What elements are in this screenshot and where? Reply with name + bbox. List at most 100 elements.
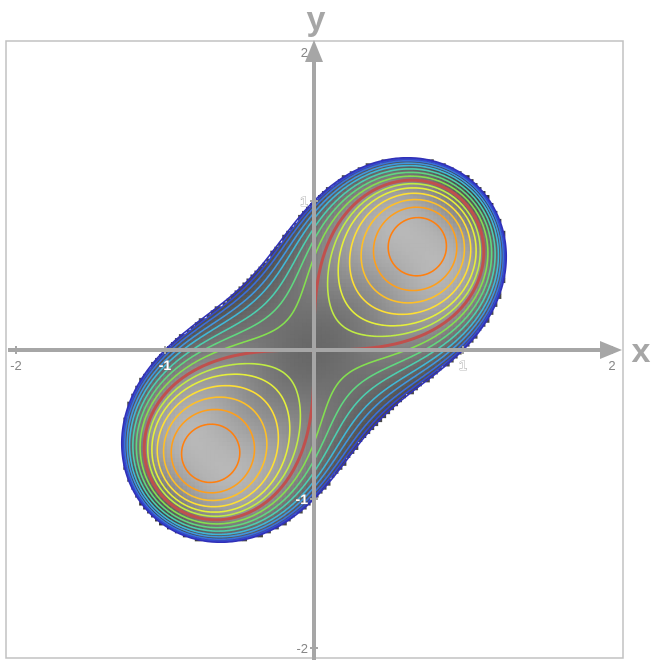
- surface-cell: [333, 266, 339, 272]
- surface-cell: [274, 266, 279, 272]
- surface-cell: [361, 230, 367, 236]
- surface-cell: [226, 401, 232, 407]
- surface-cell: [429, 290, 434, 295]
- surface-cell: [242, 282, 248, 288]
- surface-cell: [266, 453, 271, 458]
- surface-cell: [325, 405, 331, 411]
- surface-cell: [298, 389, 303, 395]
- surface-cell: [186, 453, 192, 458]
- surface-cell: [341, 441, 347, 446]
- surface-cell: [437, 250, 442, 256]
- surface-cell: [222, 429, 228, 435]
- surface-cell: [302, 457, 307, 462]
- surface-cell: [230, 365, 236, 371]
- surface-cell: [306, 489, 311, 494]
- surface-cell: [413, 322, 418, 327]
- surface-cell: [325, 381, 331, 387]
- surface-cell: [321, 246, 327, 252]
- surface-cell: [325, 385, 331, 391]
- surface-cell: [417, 262, 422, 268]
- surface-cell: [298, 222, 303, 228]
- surface-cell: [317, 350, 323, 355]
- surface-cell: [298, 290, 303, 295]
- surface-cell: [353, 357, 359, 363]
- surface-cell: [317, 242, 323, 248]
- surface-cell: [286, 429, 291, 435]
- surface-cell: [357, 369, 363, 375]
- surface-cell: [147, 485, 152, 490]
- surface-cell: [178, 425, 184, 431]
- surface-cell: [206, 409, 212, 415]
- surface-cell: [222, 353, 228, 359]
- surface-cell: [159, 429, 164, 435]
- surface-cell: [385, 167, 391, 172]
- surface-cell: [166, 437, 172, 442]
- surface-cell: [246, 322, 252, 327]
- surface-cell: [155, 373, 160, 379]
- surface-cell: [202, 469, 208, 474]
- surface-cell: [317, 342, 323, 347]
- surface-cell: [242, 425, 248, 431]
- surface-cell: [258, 381, 263, 387]
- surface-cell: [421, 342, 426, 347]
- surface-cell: [186, 461, 192, 466]
- surface-cell: [182, 389, 188, 395]
- surface-cell: [306, 286, 311, 291]
- surface-cell: [317, 302, 323, 307]
- surface-cell: [413, 195, 418, 200]
- surface-cell: [353, 294, 359, 299]
- surface-cell: [278, 489, 283, 494]
- surface-cell: [325, 433, 331, 439]
- surface-cell: [445, 250, 450, 256]
- surface-cell: [250, 397, 255, 403]
- surface-cell: [381, 401, 387, 407]
- surface-cell: [441, 262, 446, 268]
- surface-cell: [218, 445, 224, 450]
- surface-cell: [262, 353, 267, 359]
- surface-cell: [294, 497, 299, 502]
- surface-cell: [238, 441, 244, 446]
- surface-cell: [178, 465, 184, 470]
- surface-cell: [357, 298, 363, 303]
- surface-cell: [194, 500, 200, 506]
- surface-cell: [230, 294, 236, 299]
- surface-cell: [170, 425, 176, 431]
- surface-cell: [290, 353, 295, 359]
- surface-cell: [325, 417, 331, 423]
- surface-cell: [254, 425, 259, 431]
- surface-cell: [413, 381, 418, 387]
- surface-cell: [409, 195, 414, 200]
- surface-cell: [302, 401, 307, 407]
- surface-cell: [441, 302, 446, 307]
- surface-cell: [345, 250, 351, 256]
- surface-cell: [290, 473, 295, 478]
- surface-cell: [135, 465, 140, 470]
- surface-cell: [449, 353, 454, 359]
- surface-cell: [321, 222, 327, 228]
- surface-cell: [377, 409, 383, 415]
- surface-cell: [361, 242, 367, 248]
- surface-cell: [373, 330, 379, 335]
- surface-cell: [357, 286, 363, 291]
- surface-cell: [254, 373, 259, 379]
- surface-cell: [254, 302, 259, 307]
- surface-cell: [314, 218, 319, 224]
- surface-cell: [353, 405, 359, 411]
- surface-cell: [222, 504, 228, 510]
- surface-cell: [190, 342, 196, 347]
- surface-cell: [397, 357, 403, 363]
- surface-cell: [361, 274, 367, 280]
- surface-cell: [290, 318, 295, 323]
- surface-cell: [349, 282, 355, 288]
- surface-cell: [333, 278, 339, 284]
- surface-cell: [401, 234, 406, 240]
- surface-cell: [254, 377, 259, 383]
- surface-cell: [433, 338, 438, 343]
- surface-cell: [262, 421, 267, 427]
- surface-cell: [127, 469, 132, 474]
- surface-cell: [170, 421, 176, 427]
- surface-cell: [361, 429, 367, 435]
- surface-cell: [294, 433, 299, 439]
- surface-cell: [202, 473, 208, 478]
- surface-cell: [433, 286, 438, 291]
